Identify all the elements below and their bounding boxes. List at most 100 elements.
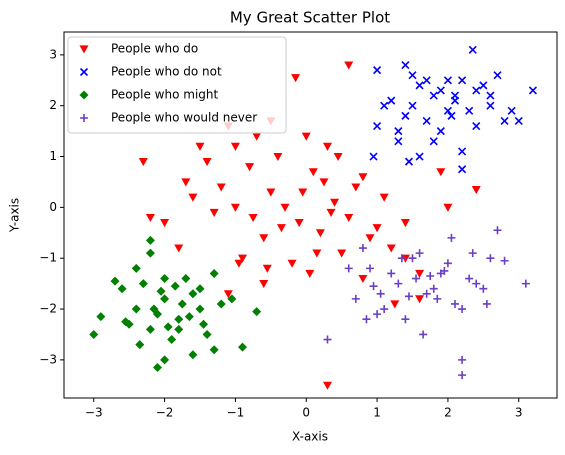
scatter-point bbox=[458, 305, 467, 314]
scatter-point bbox=[167, 335, 177, 345]
scatter-point bbox=[415, 269, 425, 278]
scatter-point bbox=[287, 259, 297, 268]
scatter-point bbox=[394, 279, 403, 288]
scatter-point bbox=[195, 284, 205, 294]
scatter-point bbox=[209, 345, 219, 355]
scatter-point bbox=[259, 280, 269, 289]
scatter-point bbox=[160, 219, 170, 228]
x-tick-label: −3 bbox=[85, 406, 103, 420]
scatter-point bbox=[507, 106, 516, 115]
scatter-point bbox=[379, 193, 389, 202]
plot-frame bbox=[63, 31, 558, 399]
x-tick-label: 3 bbox=[515, 406, 523, 420]
scatter-point bbox=[500, 116, 509, 126]
scatter-point bbox=[436, 168, 446, 177]
scatter-point bbox=[89, 329, 99, 339]
scatter-point bbox=[482, 299, 491, 308]
scatter-point bbox=[145, 213, 155, 223]
chart-title: My Great Scatter Plot bbox=[230, 9, 390, 27]
scatter-point bbox=[273, 152, 283, 162]
scatter-point bbox=[351, 183, 361, 192]
y-axis-label: Y-axis bbox=[8, 198, 22, 233]
scatter-point bbox=[160, 294, 170, 304]
scatter-point bbox=[276, 224, 286, 233]
scatter-point bbox=[394, 127, 403, 136]
scatter-point bbox=[280, 203, 290, 212]
scatter-point bbox=[230, 142, 240, 151]
scatter-point bbox=[202, 329, 212, 339]
scatter-point bbox=[401, 111, 410, 120]
scatter-point bbox=[248, 213, 258, 223]
scatter-point bbox=[238, 254, 247, 263]
scatter-point bbox=[326, 208, 336, 217]
scatter-point bbox=[471, 185, 481, 195]
scatter-point bbox=[422, 289, 431, 298]
scatter-point bbox=[486, 101, 495, 110]
scatter-point bbox=[209, 208, 219, 217]
scatter-point bbox=[344, 264, 353, 273]
scatter-point bbox=[138, 158, 148, 167]
scatter-point bbox=[443, 259, 452, 268]
scatter-point bbox=[145, 248, 155, 258]
scatter-point bbox=[174, 244, 184, 253]
scatter-point bbox=[426, 272, 435, 280]
scatter-point bbox=[188, 289, 198, 299]
x-tick-label: 1 bbox=[373, 406, 381, 420]
scatter-point bbox=[174, 324, 184, 334]
scatter-point bbox=[380, 305, 389, 314]
legend-marker bbox=[80, 114, 88, 122]
scatter-point bbox=[163, 322, 173, 332]
y-tick-label: −1 bbox=[39, 251, 57, 265]
scatter-point bbox=[365, 234, 375, 243]
scatter-point bbox=[315, 229, 325, 238]
scatter-point bbox=[401, 315, 410, 324]
scatter-point bbox=[419, 330, 428, 339]
scatter-point bbox=[447, 233, 456, 242]
scatter-point bbox=[323, 381, 332, 390]
scatter-point bbox=[223, 290, 233, 299]
legend-label: People who do not bbox=[111, 65, 222, 79]
scatter-point bbox=[177, 299, 187, 309]
scatter-point bbox=[369, 282, 378, 291]
scatter-point bbox=[373, 66, 382, 75]
scatter-point bbox=[415, 249, 424, 258]
scatter-point bbox=[451, 299, 459, 308]
scatter-point bbox=[145, 235, 155, 245]
scatter-point bbox=[121, 317, 131, 327]
scatter-point bbox=[184, 312, 194, 322]
scatter-point bbox=[305, 269, 315, 278]
scatter-point bbox=[358, 244, 367, 253]
y-tick-label: 1 bbox=[49, 149, 57, 163]
y-tick-label: 3 bbox=[49, 47, 57, 61]
scatter-point bbox=[387, 96, 396, 105]
scatter-point bbox=[465, 274, 474, 283]
scatter-point bbox=[404, 157, 414, 166]
scatter-point bbox=[493, 71, 502, 80]
scatter-point bbox=[308, 168, 318, 177]
scatter-point bbox=[408, 71, 417, 80]
scatter-point bbox=[458, 76, 467, 85]
scatter-point bbox=[301, 132, 311, 141]
scatter-point bbox=[401, 60, 410, 70]
scatter-point bbox=[227, 294, 237, 304]
scatter-point bbox=[443, 203, 453, 212]
scatter-point bbox=[294, 219, 304, 228]
scatter-point bbox=[312, 249, 322, 258]
scatter-point bbox=[450, 91, 460, 100]
scatter-point bbox=[266, 188, 276, 197]
scatter-point bbox=[479, 284, 488, 293]
scatter-point bbox=[230, 203, 240, 212]
scatter-point bbox=[436, 86, 445, 95]
x-axis-label: X-axis bbox=[292, 430, 328, 444]
scatter-point bbox=[386, 244, 396, 253]
scatter-point bbox=[181, 274, 191, 284]
scatter-point bbox=[344, 213, 354, 223]
scatter-point bbox=[323, 142, 332, 151]
x-tick-label: 2 bbox=[444, 406, 452, 420]
scatter-point bbox=[458, 355, 467, 364]
scatter-point bbox=[124, 319, 134, 329]
scatter-point bbox=[479, 81, 488, 90]
legend-label: People who might bbox=[111, 88, 219, 102]
scatter-point bbox=[436, 127, 445, 136]
